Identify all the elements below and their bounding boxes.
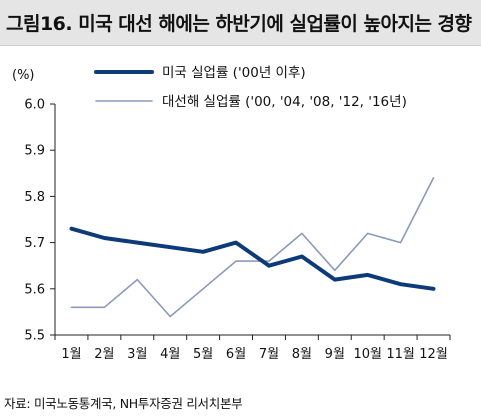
series-lines xyxy=(69,177,436,318)
y-axis-ticks: 6.0 5.9 5.8 5.7 5.6 5.5 xyxy=(24,98,55,344)
source-note: 자료: 미국노동통계국, NH투자증권 리서치본부 xyxy=(4,396,243,411)
x-tick-label: 6월 xyxy=(226,347,246,362)
x-tick-label: 10월 xyxy=(353,347,382,362)
legend-label-2: 대선해 실업률 ('00, '04, '08, '12, '16년) xyxy=(162,94,407,110)
y-tick-label: 5.6 xyxy=(24,282,45,297)
x-tick-label: 11월 xyxy=(386,347,415,362)
x-tick-label: 9월 xyxy=(325,347,345,362)
series-line-2 xyxy=(70,177,435,318)
line-chart: (%) 6.0 5.9 5.8 5.7 5.6 5.5 1월 2월 3월 4월 5월 6월 7월 8월 9… xyxy=(12,65,451,362)
x-axis-ticks: 1월 2월 3월 4월 5월 6월 7월 8월 9월 10월 11월 12월 xyxy=(54,335,451,362)
y-tick-label: 5.9 xyxy=(24,144,45,159)
x-tick-label: 8월 xyxy=(292,347,312,362)
x-tick-label: 3월 xyxy=(127,347,147,362)
legend-label-1: 미국 실업률 ('00년 이후) xyxy=(162,65,306,81)
y-tick-label: 5.5 xyxy=(24,329,45,344)
y-tick-label: 5.7 xyxy=(24,236,45,251)
x-tick-label: 5월 xyxy=(193,347,213,362)
series-line-1 xyxy=(69,226,436,291)
x-tick-label: 7월 xyxy=(259,347,279,362)
y-tick-label: 6.0 xyxy=(24,98,45,113)
x-tick-label: 2월 xyxy=(94,347,114,362)
chart-title: 그림16. 미국 대선 해에는 하반기에 실업률이 높아지는 경향 xyxy=(6,13,472,35)
x-tick-label: 1월 xyxy=(61,347,81,362)
y-tick-label: 5.8 xyxy=(24,190,45,205)
x-tick-label: 4월 xyxy=(160,347,180,362)
legend: 미국 실업률 ('00년 이후) 대선해 실업률 ('00, '04, '08, … xyxy=(94,65,407,110)
title-bar: 그림16. 미국 대선 해에는 하반기에 실업률이 높아지는 경향 xyxy=(0,0,481,46)
y-unit-label: (%) xyxy=(12,68,35,83)
x-tick-label: 12월 xyxy=(419,347,448,362)
